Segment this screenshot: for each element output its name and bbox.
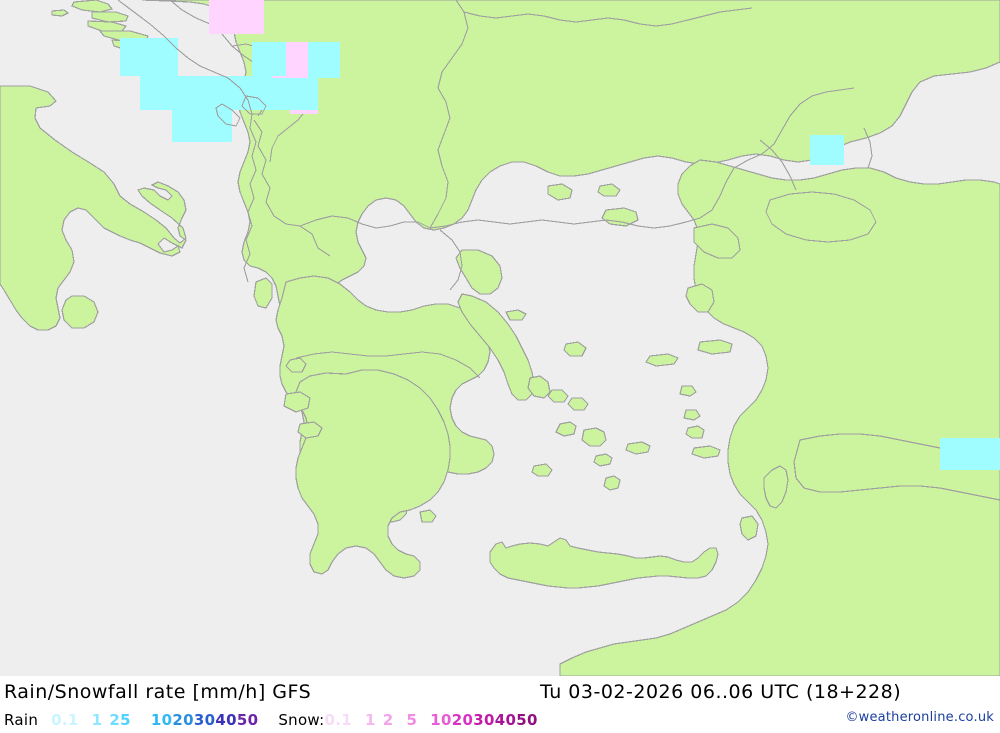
copyright-label[interactable]: ©weatheronline.co.uk (845, 710, 994, 725)
land-island-santorini (603, 475, 621, 491)
map-canvas[interactable] (0, 0, 1000, 676)
snow-legend-label: Snow: (278, 711, 325, 729)
border-layer (169, 0, 877, 379)
land-island-kefalonia (283, 391, 311, 413)
land-island-lefkada (285, 357, 307, 373)
land-chalkidiki (455, 249, 503, 295)
land-island-thasos (547, 183, 573, 201)
land-island-kos (691, 445, 721, 459)
land-island-lemnos (601, 207, 639, 227)
land-island-skyros (563, 341, 587, 357)
land-island-milos (531, 463, 553, 477)
land-island-karpathos (739, 515, 759, 541)
border-albania-greece (253, 119, 331, 257)
land-rhodes (763, 465, 789, 509)
border-bulgaria-romania (463, 7, 753, 27)
coast-thermaic-gulf (439, 229, 463, 291)
land-dalmatia-island-2 (91, 11, 129, 23)
land-island-ios (593, 453, 613, 467)
land-island-tinos (547, 389, 569, 403)
footer-bar: Rain/Snowfall rate [mm/h] GFS Tu 03-02-2… (0, 676, 1000, 733)
snow-legend-value: 1 (365, 711, 376, 729)
coast-albania (243, 127, 257, 283)
coast-gulf-corinth (295, 351, 481, 379)
land-island-mykonos (567, 397, 589, 411)
land-italy (0, 85, 187, 331)
coast-adriatic-east (117, 0, 253, 129)
border-north-macedonia (299, 215, 431, 229)
rain-legend-value: 40 (215, 711, 237, 729)
land-island-kalymnos (685, 425, 705, 439)
land-dalmatia-island-6 (51, 9, 70, 17)
precip-cell-rain (140, 76, 272, 110)
land-island-corfu (253, 277, 273, 309)
precipitation-layer (120, 0, 1000, 470)
chart-title: Rain/Snowfall rate [mm/h] GFS (4, 681, 312, 703)
land-island-patmos (679, 385, 697, 397)
land-island-amorgos (625, 441, 651, 455)
rain-legend-value: 20 (172, 711, 194, 729)
precip-cell-rain (262, 78, 318, 110)
rain-legend-value: 1 (91, 711, 103, 729)
rain-legend-value: 2 (109, 711, 121, 729)
land-island-kythira (419, 509, 437, 523)
precip-cell-rain (810, 135, 844, 165)
coast-overlay-layer (117, 0, 267, 283)
snow-legend-value: 50 (516, 711, 538, 729)
coast-montenegro-inlet (215, 103, 241, 127)
land-island-lesbos (693, 223, 741, 259)
land-island-naxos (581, 427, 607, 447)
precip-cell-rain (252, 42, 286, 76)
landmass-layer (0, 0, 1000, 676)
land-island-zakynthos (297, 421, 323, 439)
snow-legend-value: 10 (430, 711, 452, 729)
rain-legend-value: 0.1 (51, 711, 79, 729)
precip-cell-rain (940, 438, 1000, 470)
land-island-skiathos (505, 309, 527, 321)
rain-legend-value: 50 (236, 711, 259, 729)
land-island-andros (527, 375, 551, 399)
forecast-datetime: Tu 03-02-2026 06..06 UTC (18+228) (540, 681, 902, 703)
rain-legend-value: 30 (193, 711, 216, 729)
rain-legend-value: 10 (150, 711, 173, 729)
precip-cell-rain (172, 110, 232, 142)
land-dalmatia-island-1 (71, 0, 114, 13)
snow-legend-value: 5 (406, 711, 418, 729)
land-island-paros (555, 421, 577, 437)
land-euboea (457, 293, 535, 401)
snow-legend-value: 0.1 (324, 711, 353, 729)
snow-legend-value: 20 (451, 711, 474, 729)
land-island-samothraki (597, 183, 621, 197)
precip-cell-rain (120, 38, 178, 76)
rain-legend-label: Rain (4, 711, 39, 729)
land-peloponnese (295, 369, 451, 579)
coast-bosphorus (863, 127, 873, 169)
land-island-samos (697, 339, 733, 355)
land-island-leros (683, 409, 701, 421)
land-crete (489, 537, 719, 589)
border-bulgaria-turkey (699, 87, 855, 219)
coast-marmara (765, 191, 877, 243)
precip-cell-rain (308, 42, 340, 78)
coast-dardanelles (759, 139, 797, 191)
snow-legend-value: 30 (473, 711, 495, 729)
land-italy-heel (61, 295, 99, 329)
border-bulgaria-greece (429, 217, 701, 229)
snow-legend-value: 40 (494, 711, 517, 729)
coast-lake-shkoder (241, 95, 267, 115)
rain-legend-value: 5 (120, 711, 131, 729)
land-island-ikaria (645, 353, 679, 367)
snow-legend-value: 2 (382, 711, 394, 729)
border-serbia-bulgaria (429, 0, 469, 229)
legend-row: Rain 0.1 1 2 5 10 20 30 40 50 Snow: 0.1 … (4, 709, 538, 731)
precip-cell-snow (209, 0, 264, 34)
land-balkans (141, 0, 1000, 323)
land-island-chios (685, 283, 715, 313)
